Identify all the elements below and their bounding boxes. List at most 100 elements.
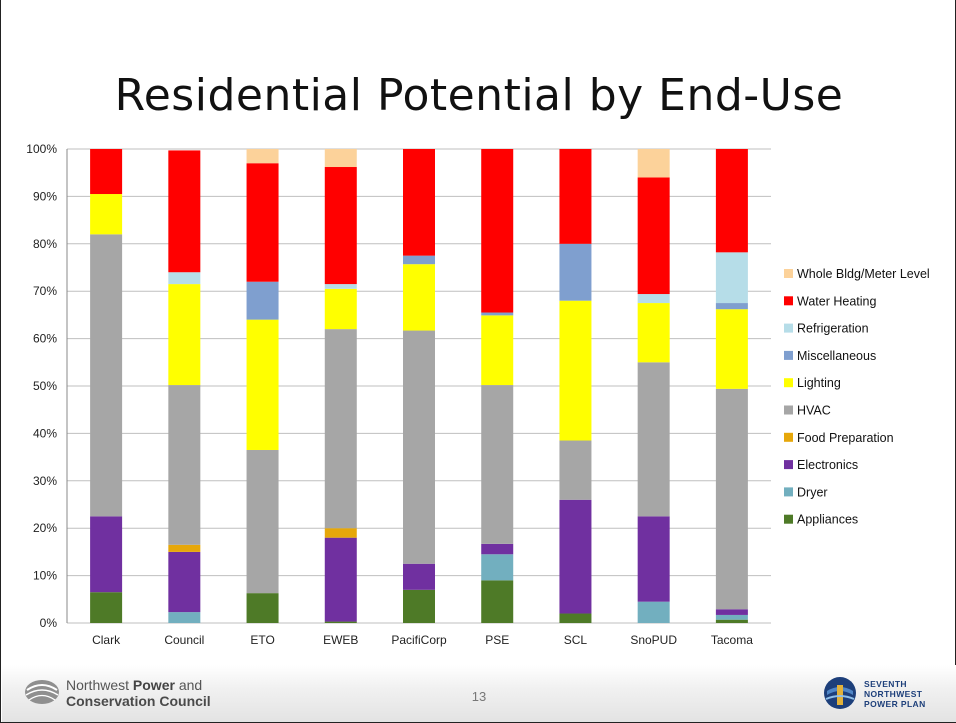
bar-segment [559, 243, 592, 301]
bar-segment [168, 544, 201, 552]
bar-segment [481, 385, 514, 544]
bar-segment [246, 319, 279, 450]
org-line2: Conservation Council [66, 693, 211, 709]
legend-label: Miscellaneous [797, 349, 876, 363]
y-tick-label: 100% [26, 142, 57, 156]
legend-swatch [784, 378, 793, 388]
power-plan-logo-icon [824, 677, 856, 709]
bar-segment [481, 312, 514, 316]
legend-swatch [784, 432, 793, 442]
bar-segment [715, 252, 748, 304]
bar-segment [637, 177, 670, 295]
org-line1-end: and [178, 677, 203, 693]
bar-segment [559, 499, 592, 614]
bar-segment [715, 309, 748, 389]
y-tick-label: 50% [33, 379, 57, 393]
legend-swatch [784, 460, 793, 470]
bar-segment [246, 449, 279, 594]
y-tick-label: 60% [33, 332, 57, 346]
bar-segment [403, 563, 435, 590]
bar-segment [715, 388, 748, 610]
legend-label: Appliances [797, 513, 858, 527]
council-logo-icon [25, 680, 59, 704]
bar-segment [90, 194, 123, 235]
bar-segment [246, 149, 279, 164]
bar-segment [168, 385, 201, 545]
x-tick-label: ETO [250, 633, 274, 647]
bar-segment [168, 612, 201, 623]
bar-segment [481, 554, 514, 581]
bar-segment [324, 537, 357, 622]
x-tick-label: Council [164, 633, 204, 647]
bar-segment [403, 330, 435, 564]
bar-segment [559, 149, 592, 244]
bar-segment [637, 362, 670, 517]
legend-label: HVAC [797, 404, 831, 418]
x-tick-label: SnoPUD [630, 633, 677, 647]
bar-segment [637, 303, 670, 363]
legend-label: Whole Bldg/Meter Level [797, 267, 930, 281]
legend-label: Refrigeration [797, 322, 869, 336]
bar-segment [559, 300, 592, 441]
bar-segment [715, 619, 748, 623]
bar-segment [324, 167, 357, 285]
bar-segment [403, 255, 435, 265]
x-tick-label: Tacoma [711, 633, 753, 647]
bar-segment [168, 272, 201, 285]
org-line1-start: Northwest [66, 677, 130, 693]
bar-segment [168, 551, 201, 613]
plan-line3: POWER PLAN [864, 699, 926, 709]
legend-swatch [784, 323, 793, 333]
bar-segment [324, 288, 357, 330]
legend-label: Electronics [797, 458, 858, 472]
legend-swatch [784, 350, 793, 360]
slide-title: Residential Potential by End-Use [114, 70, 844, 121]
plan-line2: NORTHWEST [864, 689, 923, 699]
legend-label: Dryer [797, 485, 828, 499]
bar-segment [715, 614, 748, 620]
bar-segment [246, 281, 279, 320]
bar-segment [715, 609, 748, 615]
footer-organization: Northwest Power and Conservation Council [66, 677, 211, 709]
y-tick-label: 70% [33, 284, 57, 298]
bar-segment [168, 150, 201, 273]
x-tick-label: PSE [485, 633, 509, 647]
bar-segment [637, 149, 670, 178]
bar-segment [90, 516, 123, 593]
bar-segment [403, 589, 435, 623]
legend-swatch [784, 487, 793, 497]
bar-segment [168, 284, 201, 386]
stacked-bar-chart: 0% 10% 20% 30% 40% 50% 60% 70% 80% 90% 100% Clark Co… [26, 142, 930, 647]
legend-swatch [784, 296, 793, 306]
bar-segment [715, 149, 748, 253]
y-tick-label: 20% [33, 521, 57, 535]
y-tick-label: 80% [33, 237, 57, 251]
bar-segment [324, 621, 357, 623]
bar-segment [403, 149, 435, 256]
bar-segment [481, 580, 514, 623]
bar-segment [90, 149, 123, 195]
bar-segment [481, 315, 514, 386]
bar-segment [324, 149, 357, 168]
y-tick-label: 30% [33, 474, 57, 488]
x-tick-label: EWEB [323, 633, 358, 647]
power-plan-text: SEVENTH NORTHWEST POWER PLAN [864, 679, 926, 709]
x-tick-label: Clark [92, 633, 121, 647]
org-line1-bold: Power [132, 677, 175, 693]
legend-swatch [784, 405, 793, 415]
bar-segment [90, 234, 123, 517]
legend-label: Lighting [797, 376, 841, 390]
y-tick-label: 0% [40, 616, 58, 630]
plan-line1: SEVENTH [864, 679, 907, 689]
bar-segment [559, 613, 592, 623]
legend-label: Food Preparation [797, 431, 894, 445]
page-number: 13 [471, 689, 487, 704]
footer: Northwest Power and Conservation Council… [2, 665, 956, 722]
y-tick-label: 40% [33, 426, 57, 440]
bar-segment [715, 303, 748, 310]
y-tick-label: 90% [33, 189, 57, 203]
bar-segment [481, 543, 514, 555]
bar-segment [246, 163, 279, 282]
bar-segment [324, 528, 357, 538]
